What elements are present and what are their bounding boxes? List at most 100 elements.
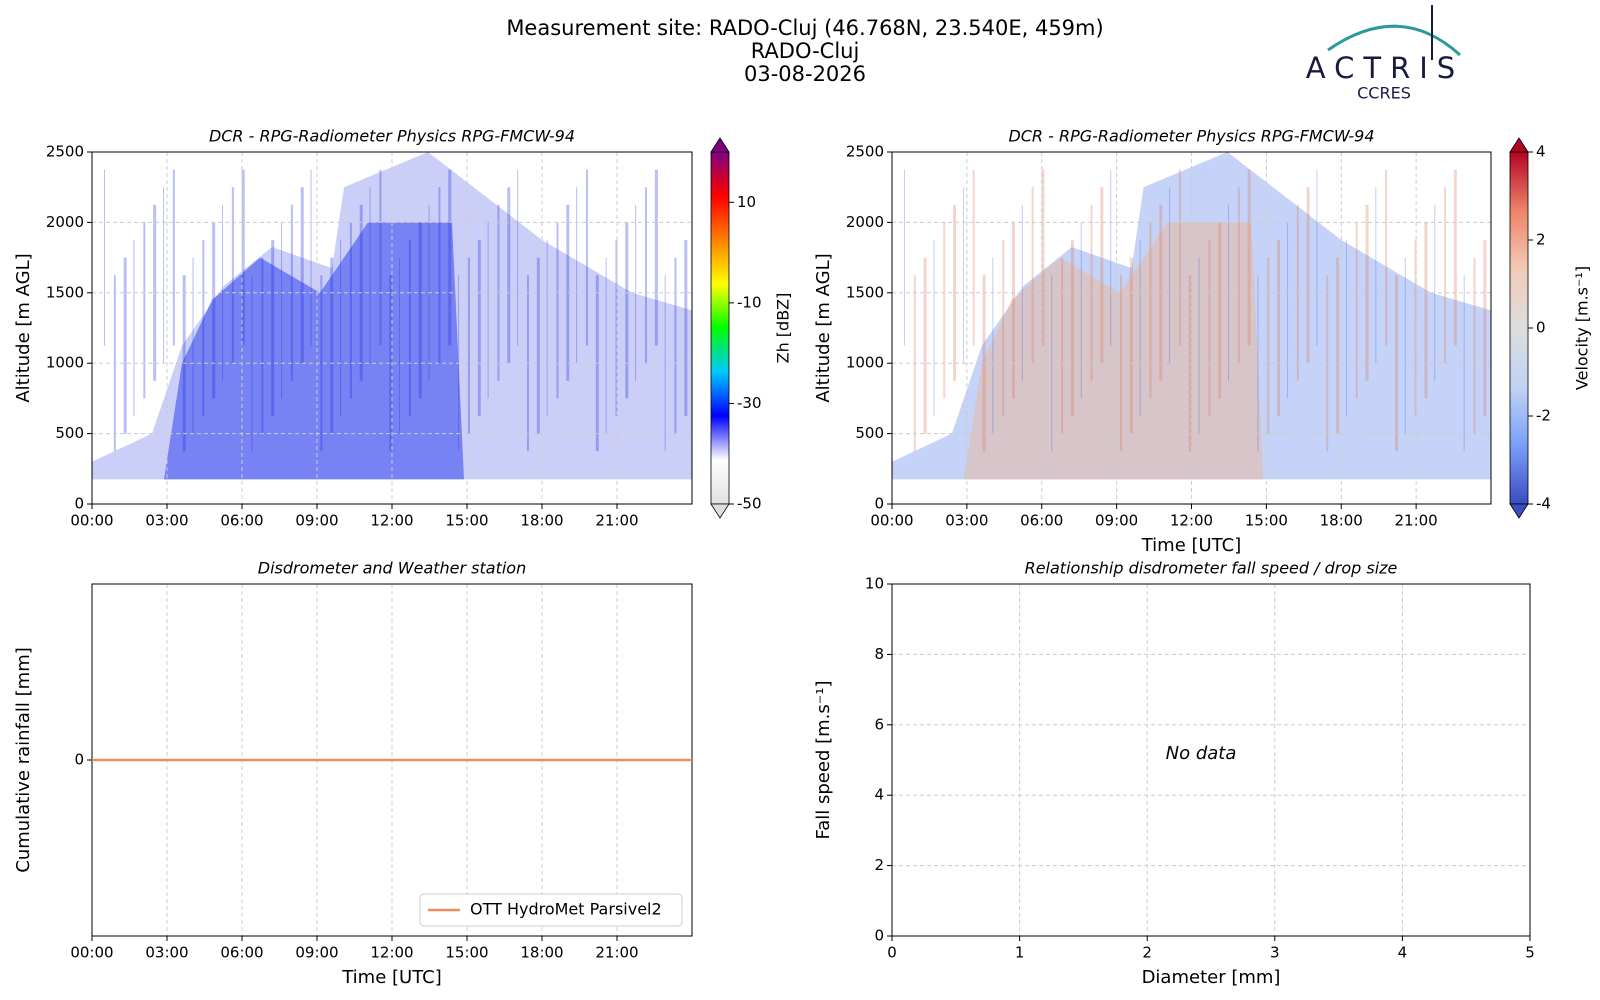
echo-stripe — [933, 240, 935, 416]
echo-stripe — [1483, 240, 1487, 416]
logo-subtext: CCRES — [1357, 84, 1411, 103]
y-tick-label: 500 — [855, 424, 884, 442]
echo-stripe — [664, 275, 666, 452]
echo-stripe — [1277, 240, 1281, 416]
echo-core — [164, 222, 464, 480]
echo-stripe — [953, 204, 957, 381]
plot-frame — [891, 151, 1492, 505]
echo-stripe — [379, 169, 382, 346]
echo-stripe — [635, 204, 637, 381]
figure-date: 03-08-2026 — [744, 62, 866, 86]
colorbar-tick-label: 10 — [737, 193, 756, 211]
x-tick-label: 06:00 — [220, 512, 263, 530]
x-tick-label: 00:00 — [70, 944, 113, 962]
echo-stripe — [1178, 169, 1181, 346]
plot-frame — [91, 151, 693, 505]
echo-stripe — [1051, 275, 1053, 452]
echo-stripe — [903, 169, 905, 346]
echo-stripe — [962, 187, 964, 364]
echo-stripe — [389, 275, 393, 452]
echo-stripe — [654, 169, 658, 346]
x-tick-label: 21:00 — [1395, 512, 1438, 530]
logo-arc — [1327, 24, 1462, 57]
echo-stripe — [1463, 275, 1465, 452]
echo-stripe — [487, 222, 489, 399]
x-tick-label: 09:00 — [295, 512, 338, 530]
x-tick-label: 06:00 — [220, 944, 263, 962]
echo-stripe — [684, 240, 688, 416]
echo-stripe — [310, 169, 312, 346]
echo-stripe — [143, 222, 146, 399]
echo-stripe — [546, 240, 548, 416]
x-tick-label: 00:00 — [870, 512, 913, 530]
colorbar-tick-label: -30 — [737, 394, 762, 412]
chart-title: DCR - RPG-Radiometer Physics RPG-FMCW-94 — [1008, 127, 1374, 146]
y-tick-label: 8 — [874, 645, 884, 663]
echo-stripe — [1444, 187, 1447, 364]
x-axis-label: Diameter [mm] — [1142, 967, 1281, 988]
colorbar-tick-label: -4 — [1536, 495, 1551, 513]
echo-stripe — [1267, 257, 1270, 434]
echo-stripe — [1218, 222, 1222, 399]
echo-stripe — [340, 240, 342, 416]
x-axis-label: Time [UTC] — [341, 967, 442, 988]
y-tick-label: 2000 — [46, 213, 84, 231]
echo-stripe — [1031, 187, 1034, 364]
legend-label: OTT HydroMet Parsivel2 — [470, 900, 662, 919]
echo-stripe — [1129, 257, 1133, 434]
echo-stripe — [418, 222, 422, 399]
y-axis-label: Cumulative rainfall [mm] — [13, 647, 34, 873]
colorbar-tick-label: 2 — [1536, 231, 1546, 249]
y-tick-label: 2500 — [46, 143, 84, 161]
colorbar-tick-label: 4 — [1536, 143, 1546, 161]
colorbar-extend — [710, 503, 730, 519]
echo-stripe — [320, 275, 323, 452]
echo-stripe — [241, 169, 245, 346]
echo-stripe — [625, 222, 629, 399]
x-tick-label: 4 — [1398, 944, 1408, 962]
echo-stripe — [1306, 187, 1310, 364]
echo-stripe — [1110, 169, 1112, 346]
colorbar-extend — [1509, 137, 1529, 153]
x-tick-label: 12:00 — [370, 944, 413, 962]
echo-stripe — [1061, 257, 1064, 434]
x-tick-label: 03:00 — [945, 512, 988, 530]
echo-stripe — [349, 222, 352, 399]
x-tick-label: 09:00 — [1095, 512, 1138, 530]
echo-stripe — [1041, 169, 1045, 346]
echo-stripe — [330, 257, 334, 434]
echo-stripe — [1286, 222, 1288, 399]
chart-title: Disdrometer and Weather station — [258, 559, 526, 578]
echo-stripe — [408, 240, 411, 416]
y-tick-label: 2500 — [846, 143, 884, 161]
echo-stripe — [1453, 169, 1457, 346]
echo-core — [963, 222, 1264, 480]
y-tick-label: 0 — [74, 495, 84, 513]
echo-stripe — [202, 240, 205, 416]
echo-stripe — [369, 187, 371, 364]
echo-stripe — [1296, 204, 1299, 381]
echo-stripe — [1375, 187, 1377, 364]
echo-stripe — [192, 257, 194, 434]
colorbar-label: Velocity [m.s⁻¹] — [1573, 266, 1592, 390]
x-tick-label: 00:00 — [70, 512, 113, 530]
echo-stripe — [1011, 222, 1015, 399]
y-tick-label: 0 — [874, 927, 884, 945]
annotation: No data — [1166, 743, 1237, 764]
echo-stripe — [153, 204, 157, 381]
echo-stripe — [1002, 240, 1005, 416]
echo-stripe — [507, 187, 511, 364]
x-tick-label: 06:00 — [1020, 512, 1063, 530]
echo-stripe — [467, 257, 470, 434]
echo-stripe — [1139, 240, 1141, 416]
x-tick-label: 12:00 — [370, 512, 413, 530]
echo-stripe — [231, 187, 234, 364]
legend-box — [419, 893, 683, 927]
echo-stripe — [1100, 187, 1104, 364]
y-tick-label: 1000 — [846, 354, 884, 372]
x-tick-label: 15:00 — [1245, 512, 1288, 530]
x-tick-label: 2 — [1142, 944, 1152, 962]
x-tick-label: 1 — [1015, 944, 1025, 962]
echo-stripe — [222, 204, 224, 381]
plot-area — [892, 584, 1530, 936]
